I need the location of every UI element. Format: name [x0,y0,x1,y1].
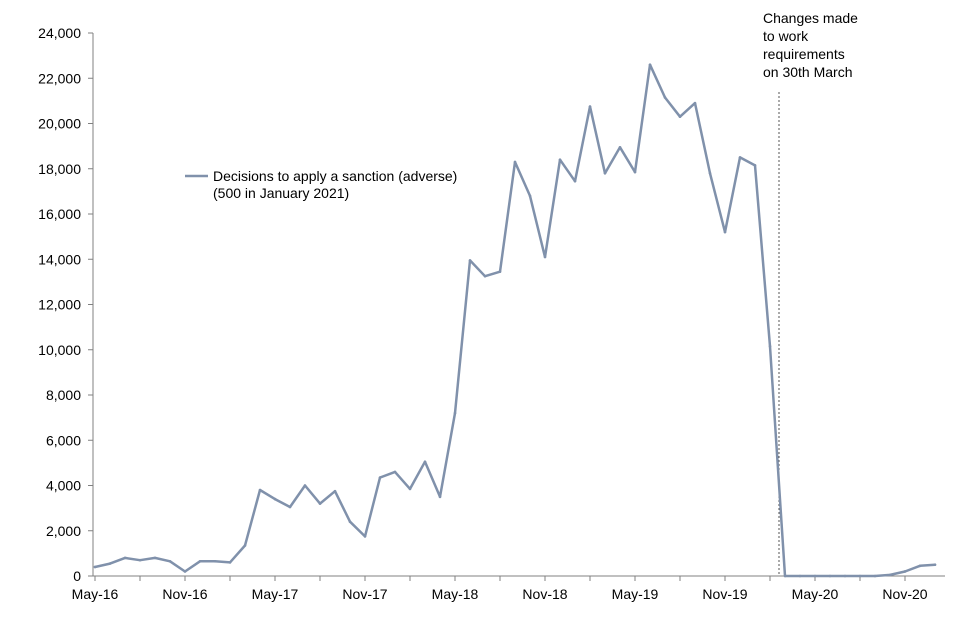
y-tick-label: 6,000 [46,432,81,448]
data-point [228,561,232,564]
data-point [243,544,247,547]
data-point [468,259,472,262]
x-tick-label: Nov-17 [342,586,387,602]
y-tick-label: 12,000 [38,297,81,313]
data-point [618,145,622,149]
data-point [693,101,697,105]
data-point [573,179,577,183]
y-axis: 0 2,000 4,000 6,000 8,000 10,000 12,000 14,000 1… [38,25,94,584]
annotation-text-line: Changes made [763,10,858,26]
data-point [378,476,382,479]
data-point [903,570,907,573]
data-point [678,115,682,119]
data-point [528,194,532,198]
data-point [633,170,637,174]
data-point [813,574,817,578]
y-tick-label: 24,000 [38,25,81,41]
data-point [93,565,97,569]
data-point [933,563,937,566]
data-point [258,488,262,492]
x-tick-label: Nov-20 [882,586,927,602]
legend: Decisions to apply a sanction (adverse) … [185,168,457,201]
data-point [123,556,127,560]
x-tick-label: Nov-18 [522,586,567,602]
y-tick-label: 2,000 [46,523,81,539]
x-tick-label: May-19 [612,586,659,602]
y-tick-label: 16,000 [38,206,81,222]
x-tick-label: Nov-19 [702,586,747,602]
data-point [393,470,397,474]
data-point [153,556,157,560]
data-point [453,411,457,415]
annotation-text-line: on 30th March [763,64,853,80]
data-point [498,270,502,273]
data-point [918,564,922,568]
data-point [363,535,367,538]
data-point [738,156,742,159]
data-point [333,489,337,493]
annotation: Changes made to work requirements on 30th M… [763,10,858,576]
legend-entry-label: Decisions to apply a sanction (adverse) [213,168,457,184]
data-point [198,559,202,563]
annotation-text-line: requirements [763,46,845,62]
data-point [828,574,832,578]
y-tick-label: 10,000 [38,342,81,358]
data-point [858,574,862,578]
data-point [303,484,307,487]
data-point [723,230,727,234]
data-point [783,574,787,578]
data-point [138,558,142,562]
x-tick-label: May-17 [252,586,299,602]
data-point [273,497,277,501]
data-point [798,574,802,578]
data-point [873,574,877,578]
data-point [168,559,172,563]
data-point [423,460,427,464]
data-point [663,96,667,99]
annotation-text-line: to work [763,28,809,44]
series [93,63,937,578]
data-point [543,255,547,259]
data-point [843,574,847,578]
x-tick-label: May-18 [432,586,479,602]
x-tick-label: Nov-16 [162,586,207,602]
y-tick-label: 4,000 [46,478,81,494]
x-tick-label: May-16 [72,586,119,602]
data-point [183,570,187,573]
y-tick-label: 20,000 [38,116,81,132]
data-point [318,502,322,505]
data-point [348,520,352,523]
y-tick-label: 0 [73,568,81,584]
data-point [513,160,517,164]
y-tick-label: 14,000 [38,251,81,267]
x-tick-label: May-20 [792,586,839,602]
data-point [648,63,652,66]
data-point [408,487,412,491]
data-point [438,495,442,499]
data-point [213,559,217,563]
data-point [483,274,487,278]
data-point [768,345,772,348]
data-point [603,171,607,175]
legend-entry-note: (500 in January 2021) [213,185,349,201]
series-line [93,63,937,578]
data-point [753,164,757,167]
y-tick-label: 8,000 [46,387,81,403]
data-point [888,573,892,577]
data-point [288,505,292,509]
x-axis: May-16 Nov-16 May-17 Nov-17 May-18 Nov-18 May-… [72,575,945,602]
data-point [588,105,592,108]
data-point [708,171,712,175]
data-point [108,562,112,565]
y-tick-label: 22,000 [38,70,81,86]
data-point [558,158,562,161]
y-tick-label: 18,000 [38,161,81,177]
